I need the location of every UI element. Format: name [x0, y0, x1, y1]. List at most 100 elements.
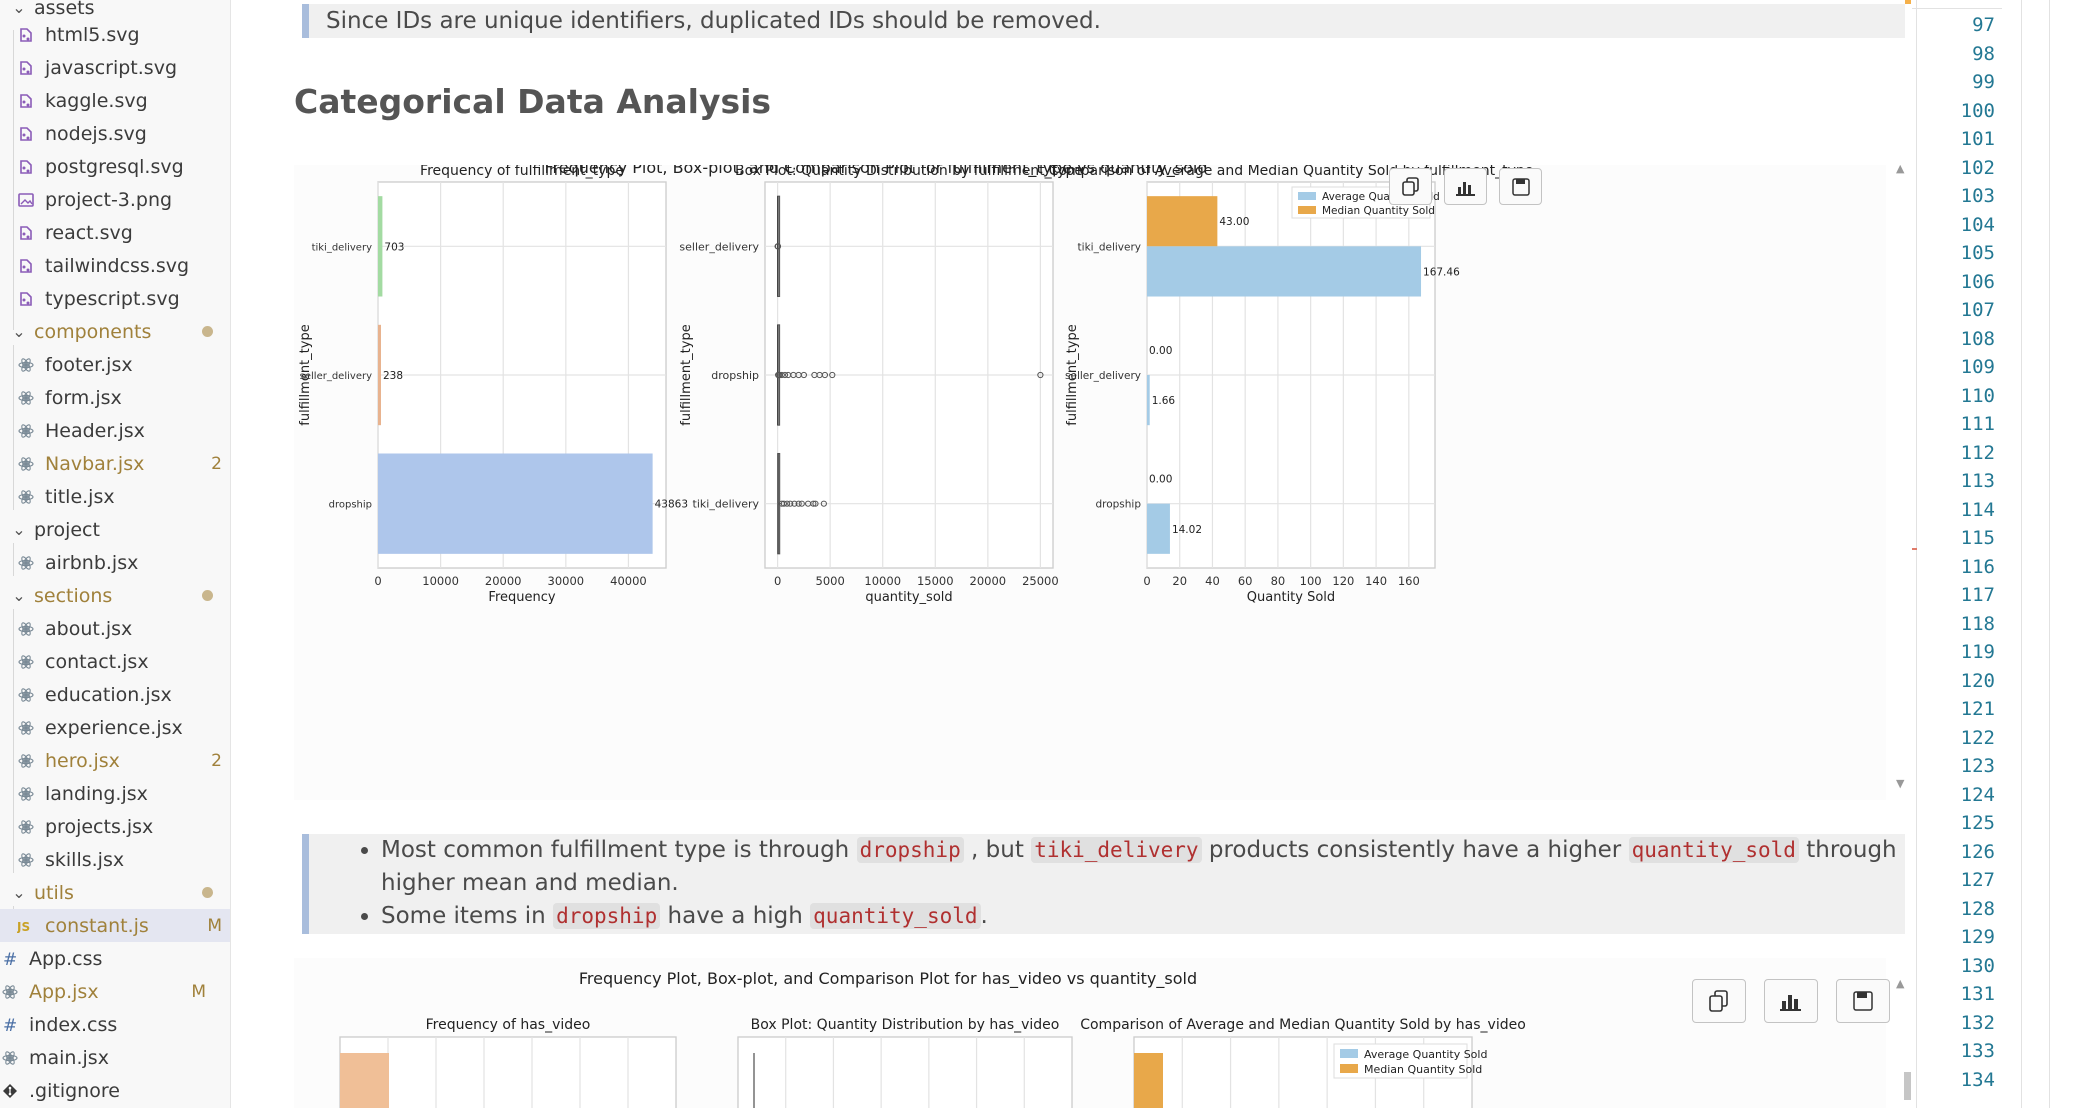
output-scroll-up-icon[interactable]: ▲ [1896, 977, 1905, 990]
minimap-divider [2021, 0, 2022, 1108]
react-file-icon [0, 982, 20, 1002]
tree-item-label: about.jsx [45, 617, 133, 640]
line-number: 130 [1960, 954, 1995, 977]
inline-code: dropship [553, 903, 661, 929]
x-axis-label: quantity_sold [865, 590, 952, 605]
tree-item-label: react.svg [45, 221, 133, 244]
chevron-down-icon[interactable]: ⌄ [12, 520, 26, 539]
line-number: 123 [1960, 755, 1995, 777]
file-title-jsx[interactable]: title.jsx [0, 480, 230, 513]
copy-button[interactable] [1389, 168, 1432, 205]
chevron-down-icon[interactable]: ⌄ [12, 322, 26, 341]
git-file-icon [0, 1081, 20, 1101]
x-tick-label: 60 [1238, 574, 1253, 588]
observation-item: Most common fulfillment type is through … [381, 834, 1905, 900]
file-nodejs-svg[interactable]: nodejs.svg [0, 117, 230, 150]
text-run: . [980, 903, 988, 929]
file-education-jsx[interactable]: education.jsx [0, 678, 230, 711]
x-tick-label: 20000 [970, 574, 1007, 588]
x-axis-label: Quantity Sold [1247, 590, 1335, 605]
file-app-jsx[interactable]: App.jsx M [0, 975, 228, 1008]
chevron-down-icon[interactable]: ⌄ [12, 586, 26, 605]
tree-item-label: form.jsx [45, 386, 122, 409]
chevron-down-icon[interactable]: ⌄ [12, 0, 26, 17]
file-contact-jsx[interactable]: contact.jsx [0, 645, 230, 678]
file-javascript-svg[interactable]: javascript.svg [0, 51, 230, 84]
line-number: 121 [1960, 698, 1995, 720]
chart-button-2[interactable] [1764, 979, 1818, 1023]
x-tick-label: 0 [374, 574, 381, 588]
output-scroll-up-icon[interactable]: ▲ [1896, 162, 1905, 175]
line-number: 102 [1960, 156, 1995, 179]
text-run: , but [963, 837, 1032, 863]
file-project-3-png[interactable]: project-3.png [0, 183, 230, 216]
line-number: 125 [1960, 812, 1995, 834]
tree-item-label: Header.jsx [45, 419, 145, 442]
line-number: 101 [1960, 128, 1995, 150]
file-app-css[interactable]: # App.css [0, 942, 228, 975]
file-skills-jsx[interactable]: skills.jsx [0, 843, 230, 876]
file-react-svg[interactable]: react.svg [0, 216, 230, 249]
panel-title: Comparison of Average and Median Quantit… [1080, 1017, 1526, 1033]
y-tick-label: dropship [1095, 499, 1141, 511]
save-button[interactable] [1499, 168, 1542, 205]
average-bar [1147, 503, 1170, 554]
minimap-divider [2049, 0, 2050, 1108]
file-footer-jsx[interactable]: footer.jsx [0, 348, 230, 381]
svg-file-icon [16, 25, 36, 45]
file--gitignore[interactable]: .gitignore [0, 1074, 228, 1107]
tree-item-label: postgresql.svg [45, 155, 184, 178]
x-tick-label: 100 [1300, 574, 1322, 588]
x-tick-label: 15000 [917, 574, 954, 588]
file-html5-svg[interactable]: html5.svg [0, 18, 230, 51]
file-tailwindcss-svg[interactable]: tailwindcss.svg [0, 249, 230, 282]
file-form-jsx[interactable]: form.jsx [0, 381, 230, 414]
x-tick-label: 0 [1143, 574, 1150, 588]
folder-assets[interactable]: ⌄ assets [0, 0, 230, 24]
file-projects-jsx[interactable]: projects.jsx [0, 810, 230, 843]
file-kaggle-svg[interactable]: kaggle.svg [0, 84, 230, 117]
y-axis-label: fulfillment_type [679, 324, 694, 425]
main-scrollbar-thumb[interactable] [1904, 1072, 1911, 1100]
file-postgresql-svg[interactable]: postgresql.svg [0, 150, 230, 183]
file-typescript-svg[interactable]: typescript.svg [0, 282, 230, 315]
folder-utils[interactable]: ⌄ utils [0, 876, 230, 909]
tree-item-label: contact.jsx [45, 650, 149, 673]
file-constant-js[interactable]: JS constant.js M [0, 909, 230, 942]
file-main-jsx[interactable]: main.jsx [0, 1041, 228, 1074]
copy-button-2[interactable] [1692, 979, 1746, 1023]
inline-code: dropship [856, 837, 964, 863]
tree-item-label: project-3.png [45, 188, 173, 211]
file-hero-jsx[interactable]: hero.jsx 2 [0, 744, 230, 777]
file-experience-jsx[interactable]: experience.jsx [0, 711, 230, 744]
file-header-jsx[interactable]: Header.jsx [0, 414, 230, 447]
modified-dot-icon [202, 326, 213, 337]
folder-project[interactable]: ⌄ project [0, 513, 230, 546]
chart-button[interactable] [1444, 168, 1487, 205]
plot-area [737, 1036, 1073, 1108]
folder-sections[interactable]: ⌄ sections [0, 579, 230, 612]
file-about-jsx[interactable]: about.jsx [0, 612, 230, 645]
file-airbnb-jsx[interactable]: airbnb.jsx [0, 546, 230, 579]
section-heading: Categorical Data Analysis [294, 82, 772, 121]
output-scroll-down-icon[interactable]: ▼ [1896, 777, 1905, 790]
x-tick-label: 80 [1271, 574, 1286, 588]
observation-item: Some items in dropship have a high quant… [381, 900, 1905, 933]
react-file-icon [16, 388, 36, 408]
folder-components[interactable]: ⌄ components [0, 315, 230, 348]
file-landing-jsx[interactable]: landing.jsx [0, 777, 230, 810]
file-index-css[interactable]: # index.css [0, 1008, 228, 1041]
x-tick-label: 10000 [864, 574, 901, 588]
save-button-2[interactable] [1836, 979, 1890, 1023]
frequency-bar [378, 196, 383, 297]
file-navbar-jsx[interactable]: Navbar.jsx 2 [0, 447, 230, 480]
svg-file-icon [16, 58, 36, 78]
react-file-icon [16, 421, 36, 441]
outlier-point [810, 500, 817, 507]
chevron-down-icon[interactable]: ⌄ [12, 883, 26, 902]
git-status-badge: 2 [211, 453, 222, 474]
tree-item-label: project [34, 518, 100, 541]
tree-item-label: App.css [29, 947, 103, 970]
text-run: Most common fulfillment type is through [381, 837, 857, 863]
tree-item-label: education.jsx [45, 683, 172, 706]
